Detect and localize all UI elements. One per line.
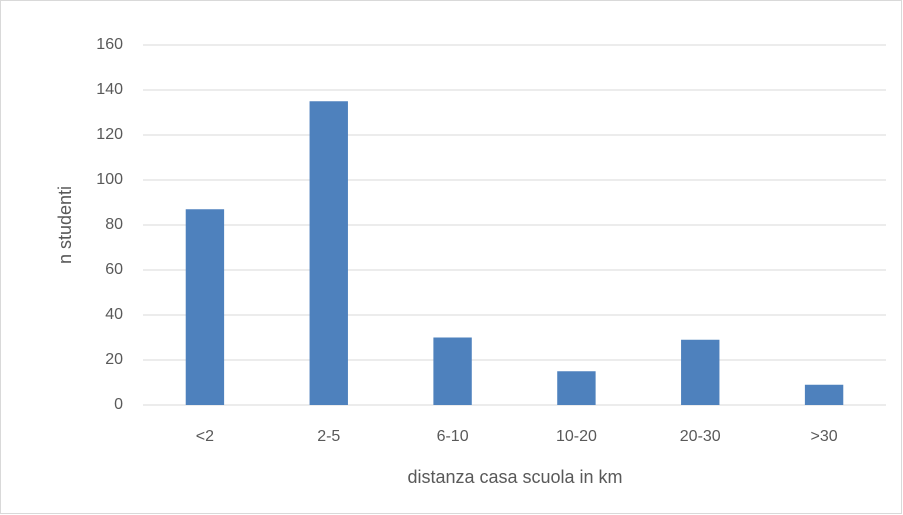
y-tick-label: 140 [96, 81, 123, 98]
bar [433, 337, 472, 405]
y-tick-label: 0 [114, 396, 123, 413]
bar [681, 339, 720, 405]
y-tick-label: 20 [105, 351, 123, 368]
x-tick-label: 2-5 [317, 428, 340, 445]
x-tick-label: 10-20 [556, 428, 597, 445]
x-axis-title: distanza casa scuola in km [407, 467, 622, 487]
y-tick-label: 100 [96, 171, 123, 188]
x-tick-label: >30 [811, 428, 838, 445]
x-tick-label: 6-10 [437, 428, 469, 445]
bar [804, 384, 844, 405]
y-tick-label: 120 [96, 126, 123, 143]
y-tick-label: 60 [105, 261, 123, 278]
bar [185, 209, 225, 405]
y-tick-label: 80 [105, 216, 123, 233]
y-axis-title: n studenti [55, 186, 75, 264]
y-tick-label: 160 [96, 36, 123, 53]
bar [557, 371, 596, 405]
y-tick-label: 40 [105, 306, 123, 323]
bar [309, 101, 348, 405]
x-tick-label: <2 [196, 428, 214, 445]
x-tick-label: 20-30 [680, 428, 721, 445]
